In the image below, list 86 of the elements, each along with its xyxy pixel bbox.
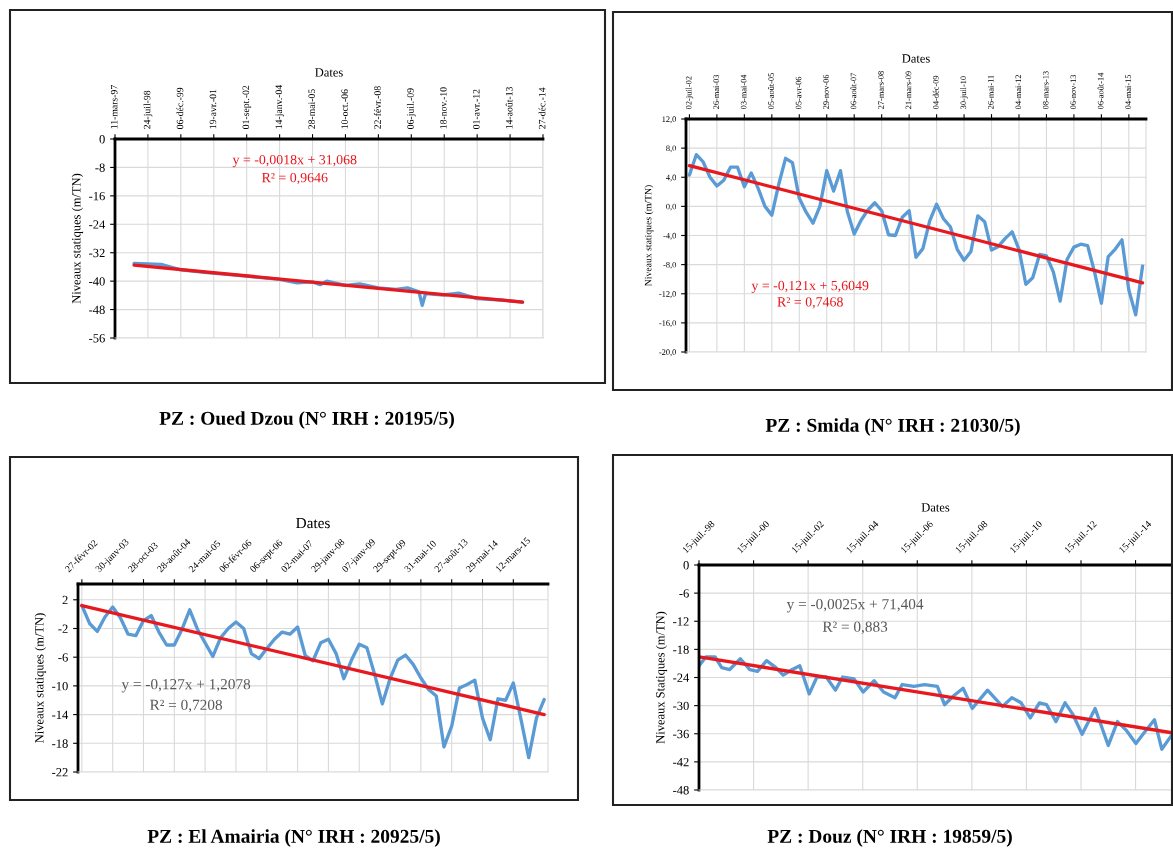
line-series xyxy=(687,153,1145,317)
y-tick-label: -36 xyxy=(673,729,689,739)
y-tick-label: -22 xyxy=(52,768,68,777)
y-tick-label: 2 xyxy=(62,595,68,605)
x-tick-label: 18-nov.-10 xyxy=(440,87,447,129)
text: PZ : Douz (N° IRH : 19859/5) xyxy=(767,829,1012,847)
y-tick-label: -4,0 xyxy=(663,232,676,240)
y-tick-label: -12 xyxy=(673,617,689,626)
x-tick-label: 28-mai-05 xyxy=(308,89,315,129)
y-tick-label: -6 xyxy=(679,589,689,598)
x-axis-title: Dates xyxy=(296,518,330,529)
y-tick-label: -42 xyxy=(673,757,689,767)
y-axis-title: Niveaux statiques (m/TN) xyxy=(34,613,47,743)
x-tick-label: 11-mars-97 xyxy=(110,85,118,129)
x-tick-label: 29-nov-06 xyxy=(823,74,829,109)
x-tick-label: 06-juil.-09 xyxy=(406,88,416,129)
x-tick-label: 14-janv.-04 xyxy=(275,84,285,129)
annotation: y = -0,0025x + 71,404 xyxy=(786,598,924,613)
y-tick-label: -48 xyxy=(89,305,105,315)
x-tick-label: 01-sept.-02 xyxy=(242,85,252,129)
y-tick-label: -30 xyxy=(673,701,689,711)
y-tick-label: -18 xyxy=(52,739,68,748)
y-tick-label: 0,0 xyxy=(666,203,676,211)
x-tick-label: 27-mars-08 xyxy=(878,71,884,109)
text: PZ : El Amairia (N° IRH : 20925/5) xyxy=(147,829,440,847)
x-tick-label: 22-févr.-08 xyxy=(373,86,381,129)
y-tick-label: 4,0 xyxy=(666,174,676,182)
y-tick-label: -56 xyxy=(89,334,105,343)
y-tick-label: -16 xyxy=(89,191,105,201)
x-tick-label: 30-juil-10 xyxy=(960,76,968,109)
x-tick-label: 05-avr-06 xyxy=(795,76,802,109)
y-tick-label: -6 xyxy=(58,653,68,662)
annotation: R² = 0,7468 xyxy=(777,297,843,309)
y-tick-label: -12,0 xyxy=(659,291,676,298)
y-tick-label: -18 xyxy=(673,645,689,654)
x-tick-label: 06-nov-13 xyxy=(1070,74,1076,109)
annotation: y = -0,0018x + 31,068 xyxy=(232,154,357,168)
x-tick-label: 04-mai-15 xyxy=(1125,74,1131,109)
x-tick-label: 21-mars-09 xyxy=(905,71,912,109)
annotation: R² = 0,9646 xyxy=(261,172,328,185)
annotation: y = -0,121x + 5,6049 xyxy=(751,280,869,294)
annotation: y = -0,127x + 1,2078 xyxy=(121,678,251,693)
x-tick-label: 14-août-13 xyxy=(505,87,513,129)
x-tick-label: 19-avr.-01 xyxy=(209,89,217,129)
x-tick-label: 06-août-07 xyxy=(850,72,857,109)
x-axis-title: Dates xyxy=(315,68,343,77)
x-tick-label: 06-août-14 xyxy=(1097,72,1104,109)
x-tick-label: 26-mai-11 xyxy=(988,75,994,109)
y-axis-title: Niveaux Statiques (m/TN) xyxy=(655,611,668,744)
annotation: R² = 0,7208 xyxy=(150,699,223,713)
y-tick-label: 0 xyxy=(683,561,689,570)
y-tick-label: -14 xyxy=(52,710,69,719)
y-tick-label: -24 xyxy=(89,220,106,229)
x-tick-label: 24-juil-98 xyxy=(143,90,153,129)
y-tick-label: -24 xyxy=(673,673,690,682)
y-axis-title: Niveaux statiques (m/TN) xyxy=(71,173,84,304)
x-tick-label: 04-déc-09 xyxy=(932,75,939,109)
x-tick-label: 04-mai-12 xyxy=(1015,75,1022,109)
y-tick-label: -2 xyxy=(58,624,68,633)
y-tick-label: -16,0 xyxy=(659,320,676,328)
x-axis-title: Dates xyxy=(921,503,950,512)
annotation: R² = 0,883 xyxy=(822,621,888,635)
text: PZ : Smida (N° IRH : 21030/5) xyxy=(765,418,1020,436)
line-series xyxy=(80,603,546,760)
y-tick-label: -10 xyxy=(52,681,68,691)
y-tick-label: -32 xyxy=(89,248,105,258)
x-tick-label: 05-août-05 xyxy=(768,73,774,109)
x-tick-label: 26-mai-03 xyxy=(713,74,719,109)
y-tick-label: -48 xyxy=(673,786,689,795)
y-tick-label: -8 xyxy=(95,163,105,172)
y-tick-label: 8,0 xyxy=(666,145,676,153)
y-axis-title: Niveaux statiques (m/TN) xyxy=(644,185,654,286)
x-tick-label: 27-déc.-14 xyxy=(538,87,546,129)
x-tick-label: 06-déc.-99 xyxy=(176,87,184,129)
y-tick-label: -8,0 xyxy=(663,261,676,269)
x-tick-label: 01-avr.-12 xyxy=(473,89,480,129)
x-tick-label: 08-mars-13 xyxy=(1042,71,1049,109)
y-tick-label: 0 xyxy=(99,135,105,144)
y-tick-label: 12,0 xyxy=(662,116,676,124)
x-tick-label: 03-mai-04 xyxy=(740,74,747,109)
x-axis-title: Dates xyxy=(902,54,930,63)
y-tick-label: -20,0 xyxy=(659,349,676,357)
y-tick-label: -40 xyxy=(89,277,105,286)
text: PZ : Oued Dzou (N° IRH : 20195/5) xyxy=(159,411,454,429)
x-tick-label: 02-juil-02 xyxy=(685,76,694,109)
x-tick-label: 10-oct.-06 xyxy=(341,89,348,129)
